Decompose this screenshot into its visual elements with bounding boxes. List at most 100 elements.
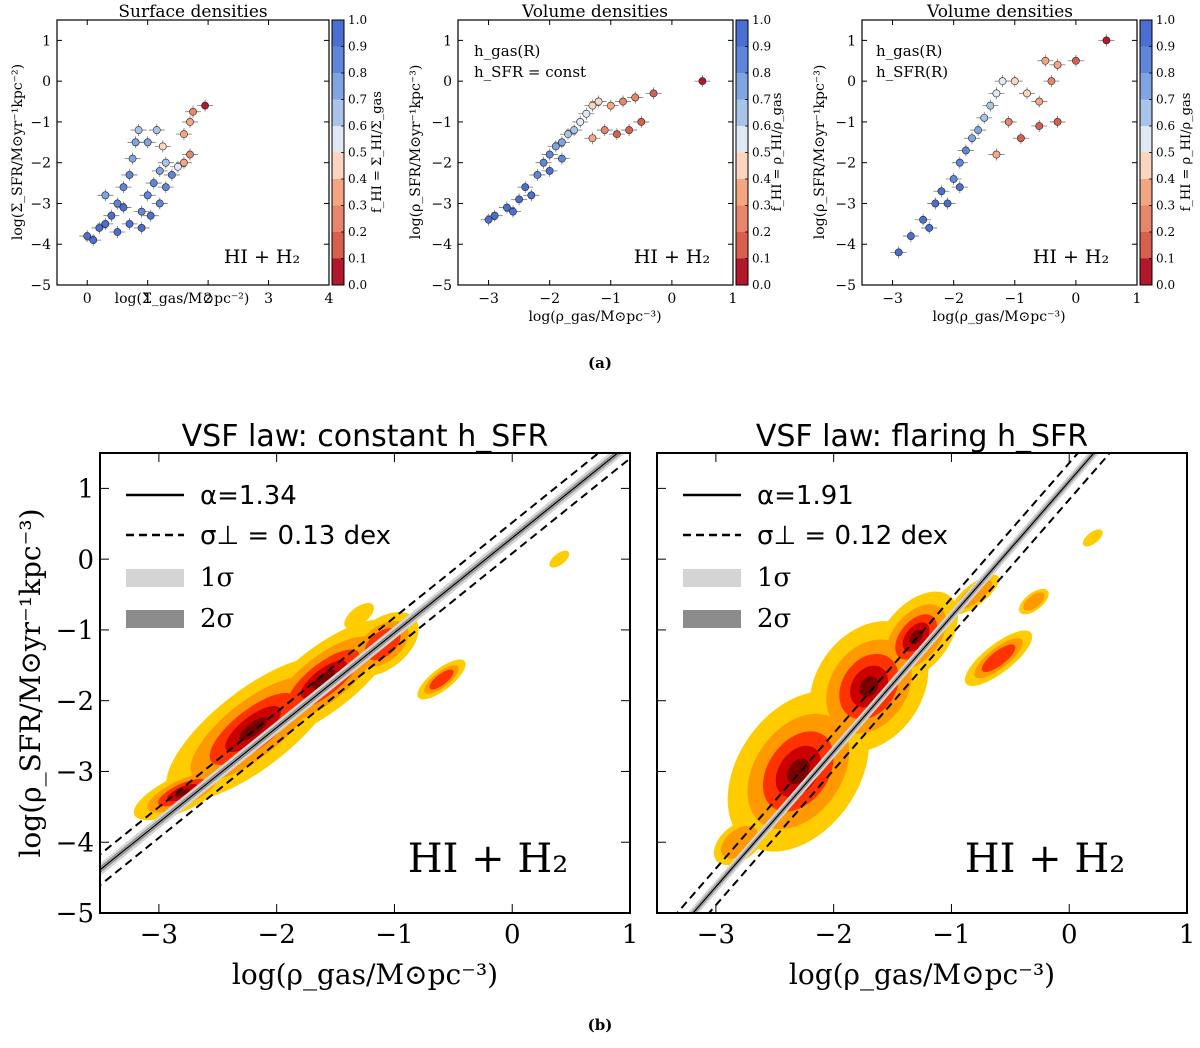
a2-data-point: [545, 166, 554, 175]
a3-ytick-label: 1: [847, 33, 856, 49]
a2-data-point: [557, 154, 566, 163]
colorbar-tick-label: 0.5: [752, 146, 771, 160]
colorbar-tick-label: 0.4: [348, 172, 367, 186]
colorbar-tick-label: 0.6: [348, 119, 367, 133]
a3-data-point: [931, 199, 940, 208]
a1-data-point: [155, 166, 164, 175]
a2-yticks: −5 −4 −3 −2 −1 0 1: [431, 33, 733, 294]
panel-label-a: (a): [588, 354, 612, 372]
b2-density-contour: [1023, 592, 1045, 611]
b2-density-contour: [981, 644, 1016, 673]
b2-scatter-line: [675, 453, 1080, 913]
a2-ytick-label: −4: [431, 237, 452, 253]
b1-ytick-label: 0: [77, 545, 94, 575]
b1-density-contour: [429, 669, 454, 690]
a1-data-point: [101, 219, 110, 228]
a1-data-point: [186, 118, 194, 126]
a2-data-point: [594, 97, 603, 106]
colorbar-tick-label: 0.4: [752, 172, 771, 186]
a2-data-point: [509, 207, 517, 216]
colorbar-segment: [736, 99, 748, 126]
chart-a2: Volume densities −3 −2 −1 0 1 −5 −4 −3 −2 −1 0 1 l…: [408, 2, 785, 325]
a3-data-point: [894, 248, 903, 257]
colorbar-tick-label: 1.0: [1156, 13, 1175, 27]
colorbar-tick-label: 1.0: [752, 13, 771, 27]
a2-data-point: [612, 130, 621, 139]
b2-density-contours: [713, 529, 1103, 866]
a2-data-point: [631, 93, 640, 102]
a1-data-point: [107, 211, 116, 220]
a1-ytick-label: −4: [30, 237, 51, 253]
a2-data-point: [619, 97, 627, 106]
b1-xtick-label: −1: [375, 920, 413, 950]
a1-xtick-label: 0: [83, 291, 92, 307]
a3-data-point: [955, 183, 964, 192]
a3-data-point: [1053, 60, 1062, 69]
b2-annotation: HI + H₂: [965, 836, 1126, 882]
a2-data-point: [637, 118, 646, 126]
colorbar-segment: [736, 205, 748, 232]
a2-xtick-label: −1: [600, 291, 621, 307]
b1-scatter-line: [100, 453, 601, 856]
a1-colorbar-label: f_HI = Σ_HI/Σ_gas: [370, 91, 385, 213]
colorbar-segment: [332, 179, 344, 206]
a2-data-point: [484, 215, 493, 224]
a1-data-point: [125, 171, 134, 179]
a1-annotation: HI + H₂: [224, 246, 300, 268]
colorbar-segment: [736, 152, 748, 179]
b2-xtick-label: 0: [1061, 920, 1078, 950]
a1-ytick-label: −3: [30, 196, 51, 212]
b1-density-contour: [549, 550, 570, 568]
colorbar-tick-label: 0.0: [1156, 278, 1175, 292]
a1-data-point: [158, 142, 167, 151]
b2-fit-line: [692, 453, 1095, 913]
b2-legend-1sigma: 1σ: [757, 563, 791, 593]
colorbar-tick-label: 0.8: [1156, 66, 1175, 80]
a3-xtick-label: 1: [1133, 291, 1142, 307]
a3-data-point: [925, 224, 934, 232]
a2-data-point: [502, 203, 511, 212]
colorbar-tick-label: 0.9: [348, 40, 367, 54]
a1-yticks: −5 −4 −3 −2 −1 0 1: [30, 33, 329, 294]
a3-data-point: [937, 187, 946, 196]
a2-legend-line1: h_gas(R): [474, 42, 540, 60]
a1-data-point: [128, 154, 137, 163]
chart-b1: VSF law: constant h_SFR −3 −2 −1 0 1 −5−4−3−…: [14, 419, 638, 991]
a1-data-point: [180, 158, 188, 167]
a3-colorbar: 0.0 0.1 0.2 0.3 0.4 0.5 0.6 0.7 0.8 0.9 1.0: [1139, 13, 1175, 292]
a3-title: Volume densities: [926, 2, 1073, 22]
b1-legend-alpha: α=1.34: [200, 481, 297, 511]
b2-legend-sigma: σ⊥ = 0.12 dex: [757, 521, 948, 551]
b1-density-contour: [312, 669, 336, 690]
a1-ytick-label: 0: [42, 74, 51, 90]
a1-data-point: [189, 107, 197, 116]
a1-data-point: [137, 207, 146, 216]
colorbar-segment: [332, 126, 344, 153]
colorbar-tick-label: 0.2: [348, 225, 367, 239]
a3-data-point: [992, 150, 1001, 159]
colorbar-tick-label: 0.7: [348, 93, 367, 107]
colorbar-segment: [736, 232, 748, 259]
a1-data-point: [146, 211, 155, 220]
a1-xtick-label: 2: [204, 291, 213, 307]
b1-legend-2sigma-swatch: [126, 610, 184, 628]
a1-data-point: [161, 183, 170, 192]
colorbar-segment: [736, 126, 748, 153]
b2-legend-1sigma-swatch: [683, 569, 741, 587]
b1-density-contour: [174, 788, 191, 798]
colorbar-segment: [332, 46, 344, 73]
a3-data-point: [1016, 134, 1025, 143]
a3-data-point: [906, 232, 915, 240]
b1-legend-2sigma: 2σ: [200, 604, 234, 634]
a3-ytick-label: −2: [835, 156, 856, 172]
a2-data-point: [539, 158, 548, 167]
a2-ytick-label: 1: [443, 33, 452, 49]
b1-ytick-label: −3: [56, 758, 94, 788]
a3-data-point: [980, 113, 989, 122]
a2-axes-frame: [457, 19, 734, 286]
b1-xtick-label: 0: [504, 920, 521, 950]
b2-xtick-label: 1: [1179, 920, 1196, 950]
a1-data-point: [95, 224, 104, 232]
a1-data-point: [152, 126, 161, 134]
